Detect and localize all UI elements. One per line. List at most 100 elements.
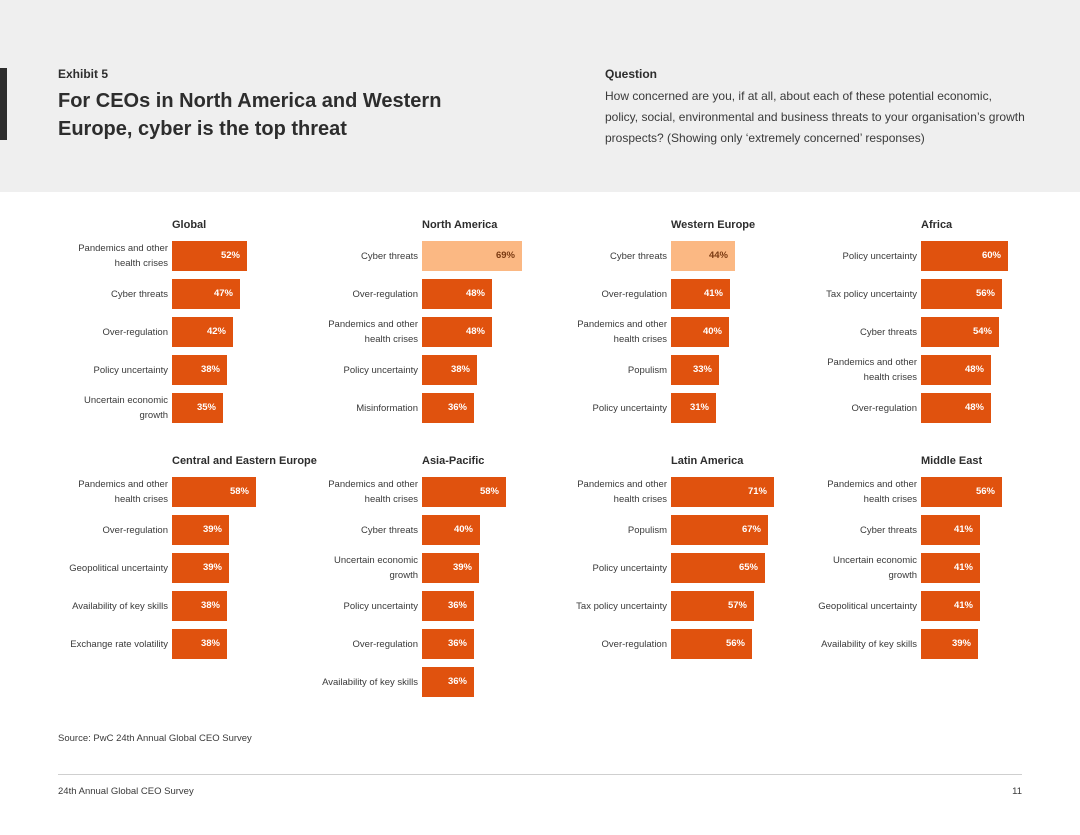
bar-value-label: 69% — [495, 250, 515, 261]
bar: 48% — [921, 355, 991, 385]
bar-value-label: 57% — [727, 600, 747, 611]
chart-title: Global — [172, 219, 207, 231]
bar-row: Over-regulation 39% — [58, 515, 308, 545]
bar-row: Geopolitical uncertainty 41% — [807, 591, 1057, 621]
bar-row: Uncertain economic growth 41% — [807, 553, 1057, 583]
bar-row: Populism 33% — [557, 355, 807, 385]
bar: 38% — [172, 629, 227, 659]
bar-row: Over-regulation 48% — [308, 279, 558, 309]
bar-value-label: 48% — [964, 402, 984, 413]
category-label: Availability of key skills — [821, 638, 917, 650]
bar-value-label: 39% — [202, 524, 222, 535]
bar-value-label: 35% — [196, 402, 216, 413]
footer-publication: 24th Annual Global CEO Survey — [58, 786, 194, 797]
bar: 47% — [172, 279, 240, 309]
bar-row: Over-regulation 36% — [308, 629, 558, 659]
bar: 31% — [671, 393, 716, 423]
category-label: Uncertain economic growth — [833, 555, 917, 581]
category-label: Availability of key skills — [322, 676, 418, 688]
bar-row: Over-regulation 56% — [557, 629, 807, 659]
bar: 38% — [172, 591, 227, 621]
category-label: Cyber threats — [609, 250, 667, 262]
category-label: Over-regulation — [352, 638, 418, 650]
bar-value-label: 33% — [692, 364, 712, 375]
bar-row: Cyber threats 47% — [58, 279, 308, 309]
bar: 40% — [422, 515, 480, 545]
bar-row: Cyber threats 69% — [308, 241, 558, 271]
exhibit-label: Exhibit 5 — [58, 67, 109, 81]
bar: 56% — [921, 279, 1002, 309]
page-title: For CEOs in North America and Western Eu… — [58, 90, 442, 140]
bar: 52% — [172, 241, 247, 271]
bar: 56% — [921, 477, 1002, 507]
chart-title: Middle East — [921, 455, 983, 467]
bar-row: Availability of key skills 36% — [308, 667, 558, 697]
category-label: Over-regulation — [851, 402, 917, 414]
bar-value-label: 48% — [465, 326, 485, 337]
bar-value-label: 48% — [465, 288, 485, 299]
category-label: Cyber threats — [360, 250, 418, 262]
bar-value-label: 38% — [200, 638, 220, 649]
footer-rule — [58, 774, 1022, 775]
category-label: Policy uncertainty — [93, 364, 168, 376]
bar-value-label: 31% — [689, 402, 709, 413]
chart-panel-asia-pacific: Asia-Pacific Pandemics and other health c… — [308, 455, 558, 697]
bar: 41% — [921, 553, 980, 583]
page-number: 11 — [1012, 786, 1022, 797]
category-label: Over-regulation — [102, 524, 168, 536]
bar-value-label: 41% — [953, 524, 973, 535]
bar-value-label: 36% — [447, 638, 467, 649]
bar-row: Over-regulation 41% — [557, 279, 807, 309]
bar-value-label: 36% — [447, 600, 467, 611]
bar: 42% — [172, 317, 233, 347]
chart-panel-middle-east: Middle East Pandemics and other health cr… — [807, 455, 1057, 685]
category-label: Geopolitical uncertainty — [69, 562, 168, 574]
bar-value-label: 56% — [725, 638, 745, 649]
bar-value-label: 36% — [447, 402, 467, 413]
bar-row: Pandemics and other health crises 56% — [807, 477, 1057, 507]
chart-title: Africa — [921, 219, 953, 231]
bar: 36% — [422, 667, 474, 697]
bar-row: Tax policy uncertainty 56% — [807, 279, 1057, 309]
bar-value-label: 67% — [741, 524, 761, 535]
bar-value-label: 40% — [453, 524, 473, 535]
bar-value-label: 60% — [981, 250, 1001, 261]
question-text: How concerned are you, if at all, about … — [605, 89, 1025, 145]
category-label: Cyber threats — [859, 524, 917, 536]
bar-row: Pandemics and other health crises 48% — [308, 317, 558, 347]
bar-row: Availability of key skills 39% — [807, 629, 1057, 659]
bar-value-label: 38% — [200, 600, 220, 611]
bar-row: Policy uncertainty 38% — [308, 355, 558, 385]
bar-row: Over-regulation 48% — [807, 393, 1057, 423]
bar: 39% — [172, 515, 229, 545]
category-label: Geopolitical uncertainty — [818, 600, 917, 612]
bar-value-label: 65% — [738, 562, 758, 573]
bar-row: Pandemics and other health crises 52% — [58, 241, 308, 271]
bar-row: Tax policy uncertainty 57% — [557, 591, 807, 621]
bar-value-label: 58% — [229, 486, 249, 497]
category-label: Policy uncertainty — [343, 600, 418, 612]
bar-value-label: 36% — [447, 676, 467, 687]
category-label: Policy uncertainty — [343, 364, 418, 376]
bar-row: Availability of key skills 38% — [58, 591, 308, 621]
bar: 41% — [921, 591, 980, 621]
bar-value-label: 56% — [975, 486, 995, 497]
bar: 41% — [921, 515, 980, 545]
category-label: Uncertain economic growth — [84, 395, 168, 421]
category-label: Over-regulation — [102, 326, 168, 338]
bar-row: Cyber threats 41% — [807, 515, 1057, 545]
bar-value-label: 44% — [708, 250, 728, 261]
bar-value-label: 52% — [220, 250, 240, 261]
category-label: Policy uncertainty — [592, 402, 667, 414]
bar: 57% — [671, 591, 754, 621]
category-label: Pandemics and other health crises — [827, 479, 917, 505]
chart-panel-western-europe: Western Europe Cyber threats 44% Over-regul… — [557, 219, 807, 449]
category-label: Exchange rate volatility — [70, 638, 168, 650]
category-label: Tax policy uncertainty — [826, 288, 917, 300]
bar: 41% — [671, 279, 730, 309]
category-label: Misinformation — [356, 402, 418, 414]
chart-title: Western Europe — [671, 219, 756, 231]
source-note: Source: PwC 24th Annual Global CEO Surve… — [58, 733, 252, 744]
category-label: Populism — [627, 364, 667, 376]
chart-panel-latin-america: Latin America Pandemics and other health … — [557, 455, 807, 685]
